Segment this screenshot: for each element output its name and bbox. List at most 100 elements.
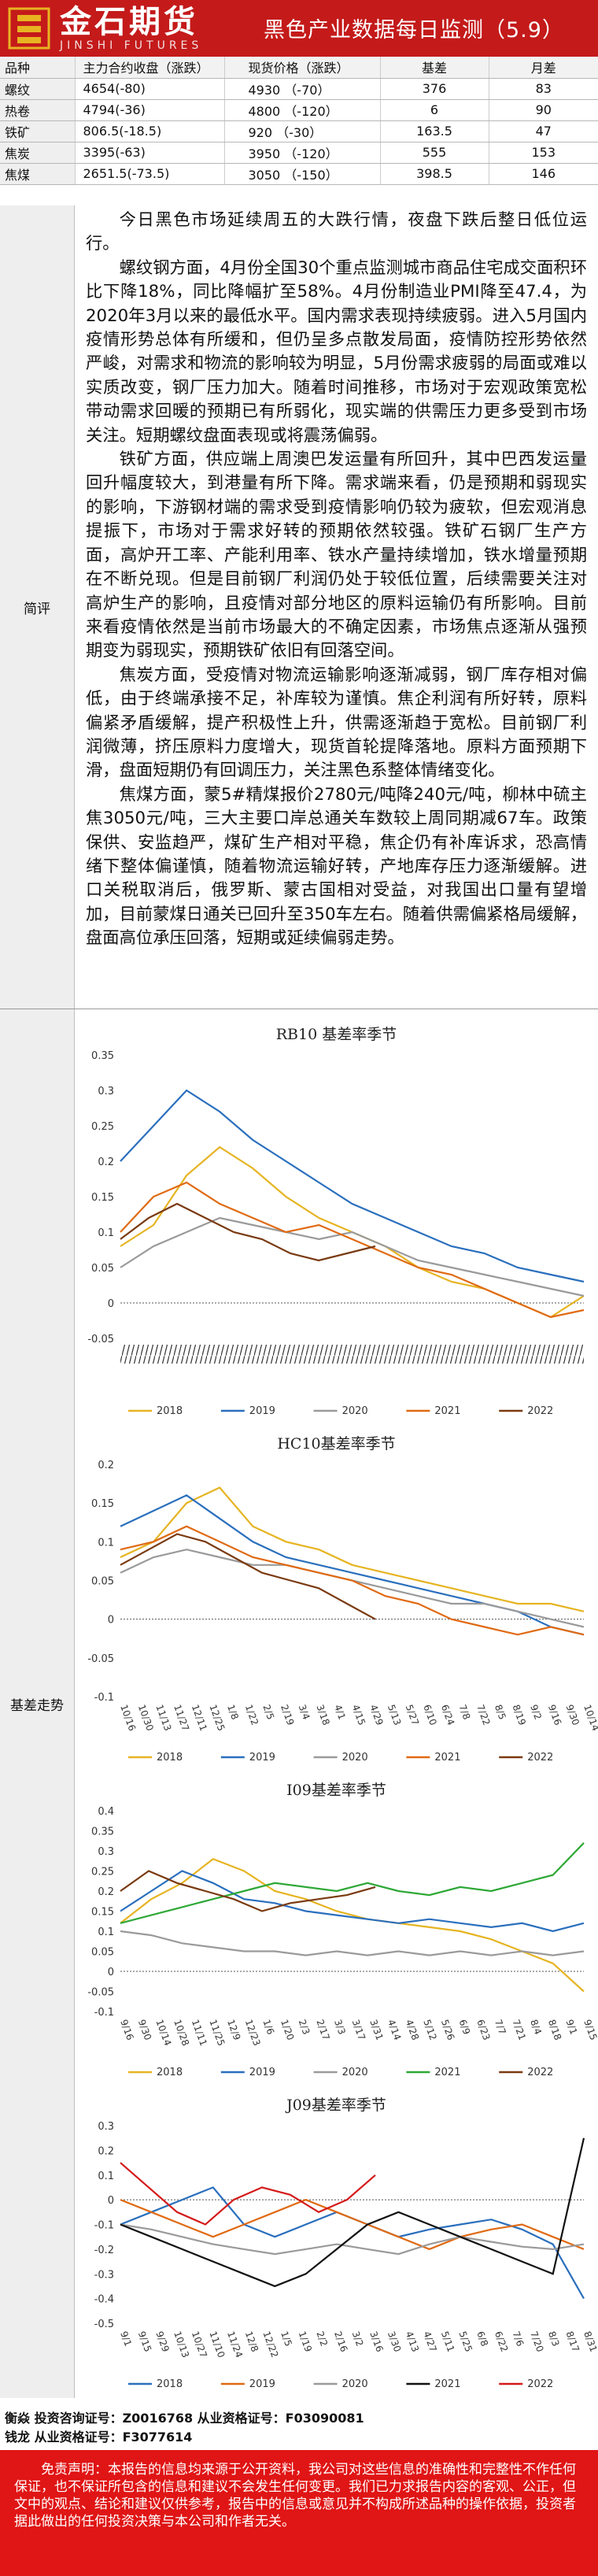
x-tick-label: 8/3 xyxy=(546,2330,562,2348)
y-tick-label: -0.05 xyxy=(87,1653,114,1665)
x-tick-label: 6/24 xyxy=(439,1703,456,1727)
legend-label: 2020 xyxy=(342,1752,368,1764)
table-cell: 螺纹 xyxy=(0,78,76,100)
table-cell: 163.5 xyxy=(380,120,489,142)
table-cell: 3050 （-150） xyxy=(224,163,381,185)
x-tick-label: 4/14 xyxy=(386,2018,403,2041)
summary-label-text: 简评 xyxy=(24,601,50,617)
x-tick-label: 10/30 xyxy=(136,1703,156,1732)
x-tick-label: 5/25 xyxy=(457,2330,474,2353)
company-logo: 金石期货 JINSHI FUTURES xyxy=(0,0,236,57)
x-tick-label: 3/17 xyxy=(350,2018,367,2041)
x-tick-label: 2/19 xyxy=(279,1703,296,1727)
series-line-2019 xyxy=(120,1870,585,1933)
legend-label: 2018 xyxy=(157,2378,183,2390)
x-tick-label: 11/11 xyxy=(190,2018,209,2047)
x-tick-label: 9/16 xyxy=(546,1703,563,1727)
x-tick-label: 10/16 xyxy=(118,1703,138,1732)
x-tick-label: 7/21 xyxy=(511,2018,528,2041)
x-tick-label: 1/20 xyxy=(279,2018,296,2041)
table-cell: 热卷 xyxy=(0,99,76,121)
x-tick-label: 9/15 xyxy=(136,2330,153,2353)
table-row: 螺纹 4654(-80) 4930 （-70） 376 83 xyxy=(0,78,598,100)
x-tick-label: 3/30 xyxy=(386,2330,403,2353)
y-tick-label: 0.35 xyxy=(91,1050,114,1062)
legend-label: 2021 xyxy=(434,1405,460,1417)
y-tick-label: 0.05 xyxy=(91,1947,114,1959)
x-tick-label: 4/27 xyxy=(421,2330,438,2353)
y-tick-label: 0.15 xyxy=(91,1907,114,1919)
disclaimer: 免责声明：本报告的信息均来源于公开资料，我公司对这些信息的准确性和完整性不作任何… xyxy=(0,2450,598,2576)
series-line-2020 xyxy=(120,1930,585,1956)
x-tick-label: 9/1 xyxy=(564,2018,580,2036)
x-tick-label: 10/13 xyxy=(172,2330,191,2359)
y-tick-label: -0.05 xyxy=(87,1987,114,1999)
chart-rb10: RB10 基差率季节 0.35 0.3 0.25 0.2 0.15 0.1 0.05 0 -0.0… xyxy=(75,1016,598,1425)
logo-en: JINSHI FUTURES xyxy=(60,39,203,52)
table-cell: 焦煤 xyxy=(0,163,76,185)
legend-label: 2022 xyxy=(527,1752,553,1764)
y-tick-label: 0.15 xyxy=(91,1192,114,1204)
table-cell: 90 xyxy=(489,99,598,121)
table-header: 品种 xyxy=(0,57,76,79)
x-tick-label: 5/13 xyxy=(386,1703,403,1727)
y-tick-label: 0.1 xyxy=(98,1227,114,1239)
y-tick-label: -0.1 xyxy=(94,2220,114,2232)
series-line-2022 xyxy=(120,1533,376,1620)
table-cell: 146 xyxy=(489,163,598,185)
x-axis-labels-area xyxy=(120,1345,584,1364)
y-tick-label: 0 xyxy=(108,1615,114,1627)
table-cell: 920 （-30） xyxy=(224,120,381,142)
x-tick-label: 10/27 xyxy=(190,2330,209,2359)
table-header: 主力合约收盘（涨跌） xyxy=(75,57,225,79)
legend-label: 2019 xyxy=(249,1405,275,1417)
price-table: 品种 主力合约收盘（涨跌） 现货价格（涨跌） 基差 月差 螺纹 4654(-80… xyxy=(0,57,598,185)
summary-paragraph: 螺纹钢方面，4月份全国30个重点监测城市商品住宅成交面积环比下降18%，同比降幅… xyxy=(86,257,587,446)
x-tick-label: 6/8 xyxy=(474,2330,490,2348)
y-tick-label: 0.3 xyxy=(98,2121,114,2133)
x-tick-label: 4/28 xyxy=(404,2018,421,2041)
summary-text: 今日黑色市场延续周五的大跌行情，夜盘下跌后整日低位运行。 螺纹钢方面，4月份全国… xyxy=(75,205,598,1009)
table-cell: 焦炭 xyxy=(0,142,76,164)
table-cell: 398.5 xyxy=(380,163,489,185)
x-tick-label: 7/6 xyxy=(511,2330,526,2348)
y-tick-label: 0.25 xyxy=(91,1867,114,1878)
y-tick-label: -0.1 xyxy=(94,1692,114,1704)
summary-paragraph: 焦炭方面，受疫情对物流运输影响逐渐减弱，钢厂库存相对偏低，由于终端承接不足，补库… xyxy=(86,664,587,781)
x-tick-label: 11/10 xyxy=(207,2330,227,2359)
x-tick-label: 11/27 xyxy=(172,1703,191,1732)
x-tick-label: 9/29 xyxy=(153,2330,171,2353)
table-cell: 153 xyxy=(489,142,598,164)
table-header: 基差 xyxy=(380,57,489,79)
x-tick-label: 10/28 xyxy=(172,2018,191,2047)
series-line-2020 xyxy=(120,1549,585,1628)
x-tick-label: 9/30 xyxy=(136,2018,153,2041)
chart-title: RB10 基差率季节 xyxy=(276,1026,397,1043)
x-tick-label: 4/1 xyxy=(332,1703,348,1721)
y-tick-label: 0.3 xyxy=(98,1846,114,1858)
series-line-2020 xyxy=(120,1216,585,1297)
x-tick-label: 2/5 xyxy=(260,1703,276,1721)
y-tick-label: 0.3 xyxy=(98,1086,114,1097)
table-row: 热卷 4794(-36) 4800 （-120） 6 90 xyxy=(0,99,598,121)
y-tick-label: 0.4 xyxy=(98,1806,114,1818)
x-tick-label: 12/23 xyxy=(243,2018,263,2047)
analyst-line: 钱龙 从业资格证号：F3077614 xyxy=(5,2430,193,2445)
chart-title: I09基差率季节 xyxy=(286,1782,386,1799)
series-line-2022 xyxy=(120,1870,376,1912)
x-tick-label: 8/19 xyxy=(511,1703,528,1727)
y-tick-label: -0.1 xyxy=(94,2007,114,2019)
series-line-2021 xyxy=(120,1842,585,1924)
series-line-2018 xyxy=(120,2186,585,2300)
legend-label: 2022 xyxy=(527,2067,553,2078)
y-tick-label: -0.2 xyxy=(94,2245,114,2256)
x-tick-label: 4/13 xyxy=(404,2330,421,2353)
x-tick-label: 9/16 xyxy=(118,2018,135,2041)
x-tick-label: 7/7 xyxy=(493,2018,508,2036)
series-line-2020 xyxy=(120,2223,585,2256)
y-tick-label: 0 xyxy=(108,2195,114,2207)
legend-label: 2020 xyxy=(342,2067,368,2078)
table-cell: 555 xyxy=(380,142,489,164)
i09-chart-svg: I09基差率季节 0.4 0.35 0.3 0.25 0.2 0.15 0.1 0.05 0 -0.… xyxy=(87,1782,598,2078)
x-tick-label: 9/2 xyxy=(528,1703,544,1721)
